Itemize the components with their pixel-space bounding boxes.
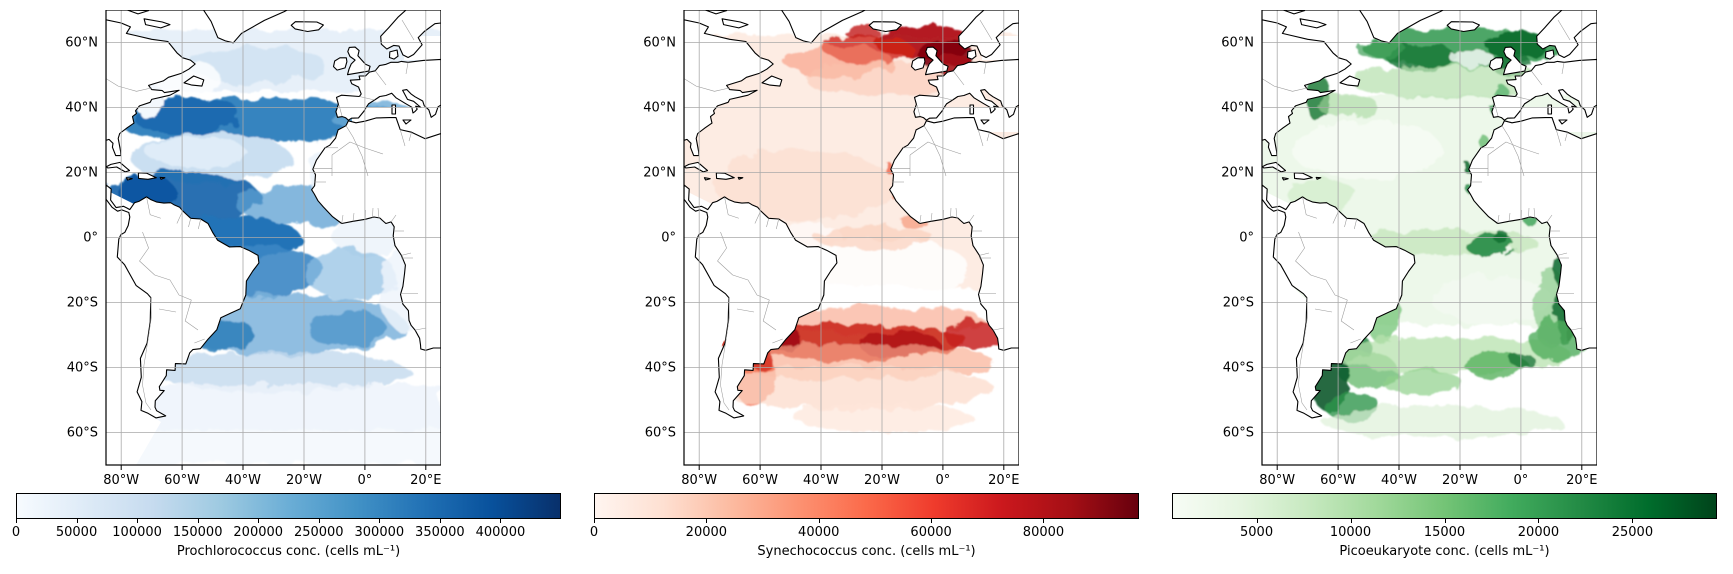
lat-tick-label: 0° [1239,230,1254,245]
colorbar-tickmark [439,519,441,523]
lat-tick-label: 40°N [1221,100,1254,115]
lon-tick-label: 80°W [1259,473,1296,488]
lon-tick-label: 0° [1513,473,1529,488]
map-picoeukaryote: 60°N 40°N 20°N 0° 20°S 40°S 60°S 80°W 60°W 40°W 20… [1221,10,1597,487]
lon-tick-label: 40°W [803,473,839,488]
colorbar-tick-label: 0 [11,525,21,540]
colorbar-tick-label: 15000 [1423,525,1466,540]
colorbar-tickmark [1350,519,1352,523]
colorbar-tick-label: 400000 [475,525,526,540]
colorbar-tickmark [16,519,17,523]
lon-tick-label: 80°W [681,473,718,488]
colorbar-tick-label: 5000 [1240,525,1274,540]
lat-tick-label: 60°N [643,35,676,50]
lon-tick-label: 40°W [225,473,261,488]
colorbar-tickmark [318,519,320,523]
lon-tick-label: 40°W [1381,473,1417,488]
lat-tick-label: 40°S [644,360,676,375]
colorbar-gradient-greens [1172,493,1717,519]
colorbar-tick-label: 100000 [112,525,162,540]
map-canvas-picoeukaryote [1261,10,1597,471]
colorbar-tickmark [500,519,502,523]
colorbar-tick-label: 200000 [233,525,284,540]
lon-tick-label: 0° [935,473,951,488]
lat-tick-label: 20°N [1221,165,1254,180]
colorbar-gradient-reds [594,493,1139,519]
lat-tick-label: 60°S [644,425,676,440]
colorbar-picoeukaryote: 5000 10000 15000 20000 25000 Picoeukaryote c… [1172,493,1717,559]
colorbar-tickmark [1043,519,1045,523]
lat-tick-label: 40°N [65,100,98,115]
colorbar-label: Synechococcus conc. (cells mL⁻¹) [757,544,976,559]
colorbar-label: Prochlorococcus conc. (cells mL⁻¹) [176,544,401,559]
panel-picoeukaryote: 60°N 40°N 20°N 0° 20°S 40°S 60°S 80°W 60°W 40°W 20… [1156,0,1733,574]
lon-tick-label: 0° [357,473,373,488]
lat-tick-label: 0° [661,230,676,245]
colorbar-tickmark [1632,519,1634,523]
colorbar-tickmark [379,519,381,523]
lon-tick-label: 80°W [103,473,140,488]
lon-tick-label: 60°W [1320,473,1357,488]
lat-tick-label: 40°N [643,100,676,115]
colorbar-tickmark [1256,519,1258,523]
colorbar-tickmark [818,519,820,523]
lon-tick-label: 20°W [1442,473,1478,488]
lat-tick-label: 40°S [1222,360,1254,375]
panel-synechococcus: 60°N 40°N 20°N 0° 20°S 40°S 60°S 80°W 60°W 40°W 20… [578,0,1155,574]
map-prochlorococcus: 60°N 40°N 20°N 0° 20°S 40°S 60°S 80°W 60°W 40°W 20… [65,10,441,487]
lat-tick-label: 20°N [643,165,676,180]
colorbar-tick-label: 25000 [1611,525,1654,540]
lat-tick-label: 60°N [1221,35,1254,50]
map-canvas-synechococcus [683,10,1019,471]
panel-prochlorococcus: 60°N 40°N 20°N 0° 20°S 40°S 60°S 80°W 60°W 40°W 20… [0,0,577,574]
lat-tick-label: 60°N [65,35,98,50]
lat-tick-label: 20°S [66,295,98,310]
colorbar-tick-label: 150000 [172,525,223,540]
colorbar-tickmark [1444,519,1446,523]
colorbar-tick-label: 350000 [415,525,465,540]
colorbar-prochlorococcus: 0 50000 100000 150000 200000 250000 300000 3500… [12,493,561,559]
colorbar-ticks: 0 20000 40000 60000 80000 [590,519,1139,543]
map-canvas-prochlorococcus [105,10,441,471]
colorbar-tickmark [76,519,78,523]
lat-tick-label: 20°S [644,295,676,310]
colorbar-tickmark [1538,519,1540,523]
colorbar-tick-label: 250000 [293,525,344,540]
colorbar-tick-label: 20000 [1517,525,1560,540]
colorbar-tickmark [137,519,139,523]
lat-tick-label: 0° [83,230,98,245]
lon-tick-label: 20°E [988,473,1020,488]
colorbar-tickmark [931,519,933,523]
colorbar-ticks: 0 50000 100000 150000 200000 250000 300000 3500… [12,519,561,543]
map-synechococcus: 60°N 40°N 20°N 0° 20°S 40°S 60°S 80°W 60°W 40°W 20… [643,10,1019,487]
colorbar-synechococcus: 0 20000 40000 60000 80000 Synechococcus conc… [590,493,1139,559]
lon-tick-label: 20°E [410,473,442,488]
lat-tick-label: 20°N [65,165,98,180]
colorbar-ticks: 5000 10000 15000 20000 25000 [1172,519,1717,543]
colorbar-tick-label: 10000 [1329,525,1372,540]
colorbar-tick-label: 50000 [55,525,98,540]
colorbar-tickmark [258,519,260,523]
lon-tick-label: 60°W [164,473,201,488]
colorbar-tickmark [594,519,595,523]
colorbar-label: Picoeukaryote conc. (cells mL⁻¹) [1339,544,1550,559]
lat-tick-label: 60°S [1222,425,1254,440]
lat-tick-label: 20°S [1222,295,1254,310]
colorbar-tick-label: 80000 [1022,525,1065,540]
lat-tick-label: 60°S [66,425,98,440]
colorbar-tick-label: 0 [589,525,599,540]
colorbar-tickmark [706,519,708,523]
colorbar-tickmark [197,519,199,523]
colorbar-gradient-blues [16,493,561,519]
colorbar-tick-label: 20000 [685,525,728,540]
colorbar-tick-label: 40000 [798,525,840,540]
colorbar-tick-label: 60000 [910,525,952,540]
lon-tick-label: 20°W [864,473,900,488]
lon-tick-label: 20°E [1566,473,1598,488]
lon-tick-label: 20°W [286,473,322,488]
lat-tick-label: 40°S [66,360,98,375]
lon-tick-label: 60°W [742,473,779,488]
colorbar-tick-label: 300000 [354,525,405,540]
